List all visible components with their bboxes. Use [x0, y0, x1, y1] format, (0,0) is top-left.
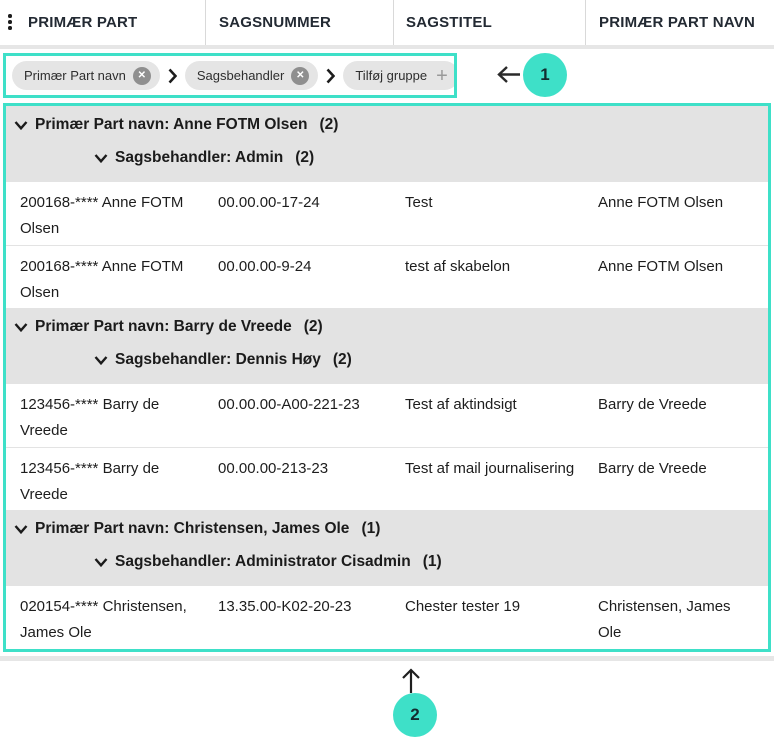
table-cell: Anne FOTM Olsen: [598, 194, 724, 211]
table-cell: 00.00.00-17-24: [218, 194, 320, 211]
table-cell: 13.35.00-K02-20-23: [218, 598, 352, 615]
subgroup-title: Sagsbehandler: Dennis Høy: [115, 351, 321, 368]
kebab-menu-icon[interactable]: [8, 14, 12, 30]
add-group-chip[interactable]: Tilføj gruppe +: [343, 61, 454, 90]
group-header-level1[interactable]: Primær Part navn: Christensen, James Ole…: [6, 516, 768, 542]
subgroup-header[interactable]: Sagsbehandler: Dennis Høy (2): [6, 347, 768, 373]
subgroup-count: (2): [295, 149, 315, 166]
plus-icon[interactable]: +: [436, 64, 448, 87]
table-cell: Barry de Vreede: [598, 396, 707, 413]
column-header-primaer-part-navn[interactable]: PRIMÆR PART NAVN: [585, 0, 774, 45]
group-header: Primær Part navn: Barry de Vreede (2) Sags…: [6, 308, 768, 384]
group-title: Primær Part navn: Barry de Vreede: [35, 318, 292, 335]
table-cell: Christensen, James Ole: [598, 598, 731, 641]
table-cell: 020154-**** Christensen, James Ole: [20, 598, 187, 641]
table-cell: 200168-**** Anne FOTM Olsen: [20, 194, 184, 237]
subgroup-header[interactable]: Sagsbehandler: Administrator Cisadmin (1): [6, 549, 768, 575]
chip-label: Primær Part navn: [24, 68, 126, 83]
chevron-down-icon: [94, 557, 108, 567]
group-title: Primær Part navn: Anne FOTM Olsen: [35, 116, 308, 133]
footer-annotations: 2: [0, 661, 774, 756]
arrow-up-icon: [400, 666, 422, 695]
group-chip-2[interactable]: Sagsbehandler ✕: [184, 61, 319, 90]
group-count: (2): [319, 116, 339, 133]
chip-label: Sagsbehandler: [196, 68, 285, 83]
remove-circle-icon[interactable]: ✕: [132, 66, 151, 85]
table-row[interactable]: 200168-**** Anne FOTM Olsen 00.00.00-17-2…: [6, 182, 768, 245]
table-cell: Barry de Vreede: [598, 460, 707, 477]
arrow-left-icon: [495, 65, 522, 84]
chevron-down-icon: [94, 153, 108, 163]
subgroup-count: (1): [422, 553, 442, 570]
table-header-row: PRIMÆR PART SAGSNUMMER SAGSTITEL PRIMÆR PAR…: [0, 0, 774, 49]
bottom-divider: [0, 656, 774, 661]
group-title: Primær Part navn: Christensen, James Ole: [35, 520, 350, 537]
table-cell: 200168-**** Anne FOTM Olsen: [20, 258, 184, 301]
group-count: (1): [361, 520, 381, 537]
group-count: (2): [303, 318, 323, 335]
table-cell: Test: [405, 194, 433, 211]
remove-circle-icon[interactable]: ✕: [291, 66, 310, 85]
group-header-level1[interactable]: Primær Part navn: Anne FOTM Olsen (2): [6, 112, 768, 138]
chevron-down-icon: [14, 322, 28, 332]
table-cell: Anne FOTM Olsen: [598, 258, 724, 275]
step-badge-2: 2: [393, 693, 437, 737]
table-cell: 00.00.00-A00-221-23: [218, 396, 360, 413]
subgroup-title: Sagsbehandler: Administrator Cisadmin: [115, 553, 411, 570]
table-row[interactable]: 123456-**** Barry de Vreede 00.00.00-A00-…: [6, 384, 768, 447]
chevron-right-icon: [168, 68, 177, 84]
subgroup-count: (2): [332, 351, 352, 368]
chevron-down-icon: [14, 524, 28, 534]
table-cell: 00.00.00-9-24: [218, 258, 312, 275]
table-row[interactable]: 200168-**** Anne FOTM Olsen 00.00.00-9-24…: [6, 245, 768, 308]
group-header: Primær Part navn: Anne FOTM Olsen (2) Sags…: [6, 106, 768, 182]
table-cell: test af skabelon: [405, 258, 511, 275]
table-row[interactable]: 020154-**** Christensen, James Ole 13.35.…: [6, 586, 768, 649]
subgroup-header[interactable]: Sagsbehandler: Admin (2): [6, 145, 768, 171]
chip-label: Tilføj gruppe: [355, 68, 428, 83]
column-header-primaer-part[interactable]: PRIMÆR PART: [28, 14, 138, 31]
table-cell: Test af aktindsigt: [405, 396, 517, 413]
table-cell: 00.00.00-213-23: [218, 460, 329, 477]
group-header-level1[interactable]: Primær Part navn: Barry de Vreede (2): [6, 314, 768, 340]
table-cell: Chester tester 19: [405, 598, 521, 615]
grouping-bar: Primær Part navn ✕ Sagsbehandler ✕ Tilføj gr…: [0, 49, 774, 103]
chevron-down-icon: [94, 355, 108, 365]
table-cell: Test af mail journalisering: [405, 460, 575, 477]
table-cell: 123456-**** Barry de Vreede: [20, 460, 160, 503]
step-badge-1: 1: [523, 53, 567, 97]
column-header-sagsnummer[interactable]: SAGSNUMMER: [205, 0, 393, 45]
grouping-highlight-box: Primær Part navn ✕ Sagsbehandler ✕ Tilføj gr…: [3, 53, 457, 98]
table-row[interactable]: 123456-**** Barry de Vreede 00.00.00-213-…: [6, 447, 768, 510]
group-header: Primær Part navn: Christensen, James Ole…: [6, 510, 768, 586]
chevron-down-icon: [14, 120, 28, 130]
subgroup-title: Sagsbehandler: Admin: [115, 149, 284, 166]
chevron-right-icon: [326, 68, 336, 84]
group-chip-1[interactable]: Primær Part navn ✕: [12, 61, 160, 90]
column-header-sagstitel[interactable]: SAGSTITEL: [393, 0, 585, 45]
case-table: Primær Part navn: Anne FOTM Olsen (2) Sags…: [3, 103, 771, 652]
table-cell: 123456-**** Barry de Vreede: [20, 396, 160, 439]
